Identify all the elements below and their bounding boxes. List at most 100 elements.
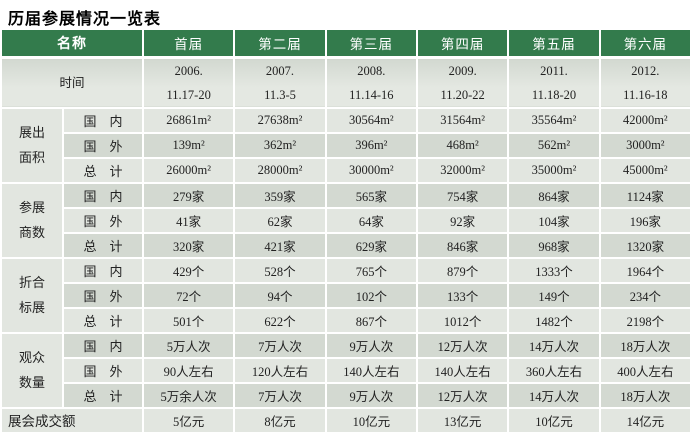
- value-cell: 562m²: [507, 131, 601, 159]
- footer-value-cell: 13亿元: [415, 406, 510, 434]
- value-cell: 14万人次: [507, 381, 601, 409]
- value-cell: 196家: [598, 206, 692, 234]
- value-cell: 754家: [415, 181, 510, 209]
- sub-label-cell: 国 外: [62, 356, 144, 384]
- page-title: 历届参展情况一览表: [8, 11, 162, 28]
- header-cell-edition: 第五届: [507, 28, 601, 59]
- value-cell: 359家: [233, 181, 327, 209]
- header-cell-edition: 第二届: [233, 28, 327, 59]
- value-cell: 1124家: [598, 181, 692, 209]
- value-cell: 41家: [141, 206, 236, 234]
- value-cell: 5万人次: [141, 331, 236, 359]
- sub-label-cell: 总 计: [62, 306, 144, 334]
- exhibition-history-table: 名称 首届 第二届 第三届 第四届 第五届 第六届 时间 2006. 11.17-20 2007…: [0, 28, 692, 434]
- value-cell: 846家: [415, 231, 510, 259]
- header-cell-name: 名称: [0, 28, 144, 59]
- value-cell: 31564m²: [415, 106, 510, 134]
- value-cell: 565家: [324, 181, 418, 209]
- value-cell: 35000m²: [507, 156, 601, 184]
- value-cell: 12万人次: [415, 331, 510, 359]
- header-row: 名称 首届 第二届 第三届 第四届 第五届 第六届: [0, 28, 692, 59]
- value-cell: 1964个: [598, 256, 692, 284]
- footer-row: 展会成交额 5亿元 8亿元 10亿元 13亿元 10亿元 14亿元: [0, 406, 692, 434]
- footer-value-cell: 10亿元: [507, 406, 601, 434]
- sub-label-cell: 国 外: [62, 131, 144, 159]
- value-cell: 429个: [141, 256, 236, 284]
- value-cell: 27638m²: [233, 106, 327, 134]
- table-row: 总 计 501个 622个 867个 1012个 1482个 2198个: [1, 306, 692, 334]
- value-cell: 30000m²: [324, 156, 418, 184]
- group-label-cell: 展出 面积: [0, 106, 64, 184]
- value-cell: 90人左右: [141, 356, 236, 384]
- time-label-cell: 时间: [0, 56, 144, 109]
- time-value-cell: 2011. 11.18-20: [507, 56, 601, 109]
- value-cell: 12万人次: [415, 381, 510, 409]
- value-cell: 26000m²: [141, 156, 236, 184]
- value-cell: 18万人次: [598, 331, 692, 359]
- value-cell: 2198个: [598, 306, 692, 334]
- sub-label-cell: 国 外: [62, 206, 144, 234]
- value-cell: 1012个: [415, 306, 510, 334]
- footer-value-cell: 14亿元: [598, 406, 692, 434]
- time-value-cell: 2009. 11.20-22: [415, 56, 510, 109]
- table-row: 观众 数量国 内 5万人次 7万人次 9万人次 12万人次 14万人次 18万人次: [0, 331, 692, 409]
- value-cell: 622个: [233, 306, 327, 334]
- value-cell: 362m²: [233, 131, 327, 159]
- value-cell: 18万人次: [598, 381, 692, 409]
- value-cell: 360人左右: [507, 356, 601, 384]
- value-cell: 864家: [507, 181, 601, 209]
- sub-label-cell: 总 计: [62, 231, 144, 259]
- value-cell: 5万余人次: [141, 381, 236, 409]
- footer-value-cell: 5亿元: [141, 406, 236, 434]
- header-cell-edition: 第六届: [598, 28, 692, 59]
- value-cell: 765个: [324, 256, 418, 284]
- sub-label-cell: 总 计: [62, 381, 144, 409]
- table-row: 国 外 139m² 362m² 396m² 468m² 562m² 3000m²: [1, 131, 692, 159]
- value-cell: 72个: [141, 281, 236, 309]
- value-cell: 120人左右: [233, 356, 327, 384]
- value-cell: 45000m²: [598, 156, 692, 184]
- table-header: 名称 首届 第二届 第三届 第四届 第五届 第六届: [0, 28, 692, 59]
- value-cell: 62家: [233, 206, 327, 234]
- time-value-cell: 2006. 11.17-20: [141, 56, 236, 109]
- sub-label-cell: 国 外: [62, 281, 144, 309]
- value-cell: 968家: [507, 231, 601, 259]
- footer-value-cell: 8亿元: [233, 406, 327, 434]
- value-cell: 501个: [141, 306, 236, 334]
- value-cell: 7万人次: [233, 381, 327, 409]
- table-row: 展出 面积国 内 26861m² 27638m² 30564m² 31564m² 3556…: [0, 106, 692, 184]
- value-cell: 400人左右: [598, 356, 692, 384]
- value-cell: 35564m²: [507, 106, 601, 134]
- value-cell: 9万人次: [324, 381, 418, 409]
- footer-label-cell: 展会成交额: [0, 406, 144, 434]
- footer-value-cell: 10亿元: [324, 406, 418, 434]
- value-cell: 879个: [415, 256, 510, 284]
- group-label-cell: 参展 商数: [0, 181, 64, 259]
- value-cell: 320家: [141, 231, 236, 259]
- value-cell: 92家: [415, 206, 510, 234]
- value-cell: 32000m²: [415, 156, 510, 184]
- value-cell: 7万人次: [233, 331, 327, 359]
- value-cell: 140人左右: [324, 356, 418, 384]
- header-cell-edition: 第四届: [415, 28, 510, 59]
- value-cell: 1482个: [507, 306, 601, 334]
- value-cell: 234个: [598, 281, 692, 309]
- header-cell-edition: 首届: [141, 28, 236, 59]
- sub-label-cell: 国 内: [62, 106, 144, 134]
- header-cell-edition: 第三届: [324, 28, 418, 59]
- table-row: 折合 标展国 内 429个 528个 765个 879个 1333个 1964个: [0, 256, 692, 334]
- value-cell: 528个: [233, 256, 327, 284]
- group-label-cell: 折合 标展: [0, 256, 64, 334]
- table-body: 时间 2006. 11.17-20 2007. 11.3-5 2008. 11.14-…: [0, 56, 692, 434]
- time-value-cell: 2007. 11.3-5: [233, 56, 327, 109]
- table-row: 国 外 72个 94个 102个 133个 149个 234个: [1, 281, 692, 309]
- value-cell: 28000m²: [233, 156, 327, 184]
- time-value-cell: 2012. 11.16-18: [598, 56, 692, 109]
- sub-label-cell: 总 计: [62, 156, 144, 184]
- value-cell: 1320家: [598, 231, 692, 259]
- table-row: 参展 商数国 内 279家 359家 565家 754家 864家 1124家: [0, 181, 692, 259]
- group-label-cell: 观众 数量: [0, 331, 64, 409]
- value-cell: 94个: [233, 281, 327, 309]
- table-row: 国 外 90人左右 120人左右 140人左右 140人左右 360人左右 400人左右: [1, 356, 692, 384]
- value-cell: 149个: [507, 281, 601, 309]
